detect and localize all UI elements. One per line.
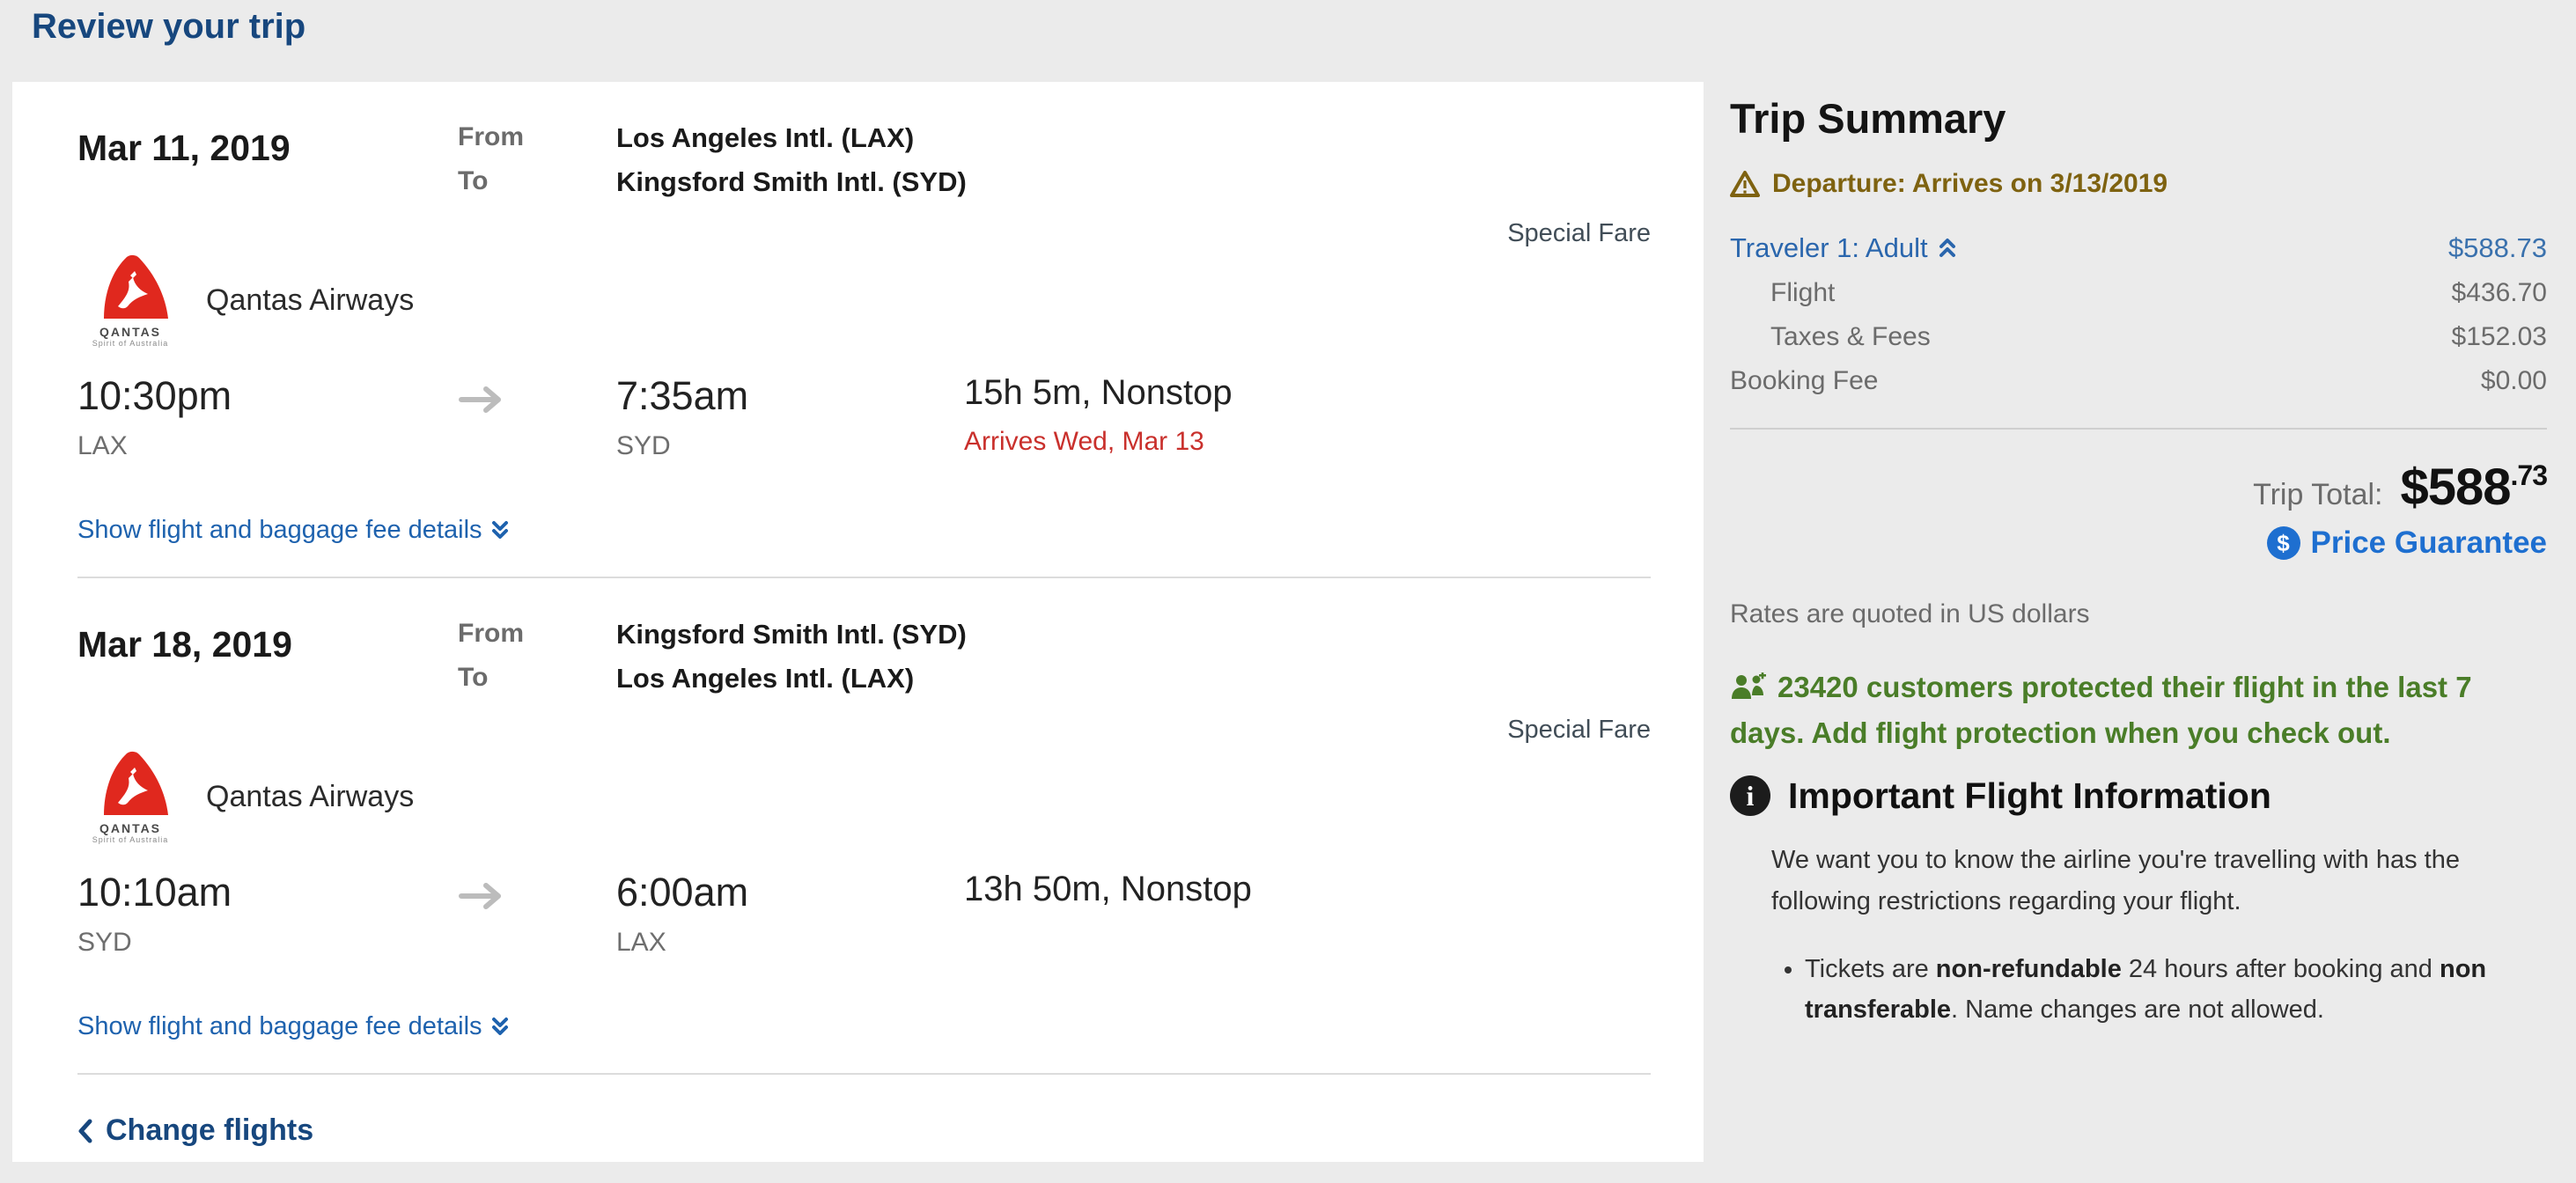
departure-time: 10:30pm — [77, 373, 232, 418]
airline-restrictions-paragraph: We want you to know the airline you're t… — [1771, 845, 2460, 915]
segment-date: Mar 18, 2019 — [77, 624, 292, 665]
flight-duration: 13h 50m, Nonstop — [964, 870, 1252, 908]
to-airport: Kingsford Smith Intl. (SYD) — [616, 166, 967, 197]
qantas-logo-tagline: Spirit of Australia — [92, 834, 169, 844]
change-flights-label: Change flights — [106, 1113, 314, 1147]
trip-summary-panel: Trip Summary Departure: Arrives on 3/13/… — [1704, 82, 2576, 1183]
qantas-logo: QANTAS Spirit of Australia — [77, 254, 183, 348]
flight-protection-text: 23420 customers protected their flight i… — [1730, 671, 2472, 749]
show-flight-details-link[interactable]: Show flight and baggage fee details — [77, 1012, 509, 1041]
flight-duration: 15h 5m, Nonstop — [964, 373, 1233, 412]
restriction-item: Tickets are non-refundable 24 hours afte… — [1805, 949, 2547, 1031]
show-flight-details-label: Show flight and baggage fee details — [77, 516, 482, 544]
segment-route: From Kingsford Smith Intl. (SYD) To Los … — [458, 619, 1507, 707]
double-chevron-up-icon — [1939, 239, 1955, 257]
booking-fee-label: Booking Fee — [1730, 366, 1879, 395]
rates-note: Rates are quoted in US dollars — [1730, 599, 2090, 628]
trip-total-cents: .73 — [2510, 459, 2548, 491]
segment-route: From Los Angeles Intl. (LAX) To Kingsfor… — [458, 122, 1507, 210]
departure-block: 10:10am SYD — [77, 870, 458, 958]
flight-fee-label: Flight — [1770, 278, 1836, 307]
qantas-logo: QANTAS Spirit of Australia — [77, 750, 183, 844]
departure-airport-code: SYD — [77, 928, 132, 957]
flight-segment-outbound: Mar 11, 2019 From Los Angeles Intl. (LAX… — [77, 82, 1651, 545]
qantas-tail-icon — [104, 751, 168, 815]
flight-direction-arrow-icon — [458, 870, 616, 958]
qantas-tail-icon — [104, 254, 168, 319]
flight-card: Mar 11, 2019 From Los Angeles Intl. (LAX… — [12, 82, 1704, 1162]
arrival-block: 7:35am SYD — [616, 373, 964, 461]
important-flight-info-title: Important Flight Information — [1788, 775, 2271, 816]
airline-name: Qantas Airways — [206, 779, 415, 813]
airline-name: Qantas Airways — [206, 283, 415, 317]
show-flight-details-link[interactable]: Show flight and baggage fee details — [77, 516, 509, 545]
fare-type-label: Special Fare — [1507, 219, 1651, 247]
booking-fee-value: $0.00 — [2480, 366, 2547, 395]
qantas-logo-word: QANTAS — [99, 820, 162, 835]
arrival-airport-code: LAX — [616, 928, 666, 957]
flight-protection-message: 23420 customers protected their flight i… — [1730, 665, 2547, 756]
summary-divider — [1730, 428, 2547, 430]
trip-summary-title: Trip Summary — [1730, 95, 2006, 142]
flight-fee-value: $436.70 — [2451, 278, 2547, 307]
from-airport: Kingsford Smith Intl. (SYD) — [616, 619, 967, 650]
from-label: From — [458, 619, 524, 648]
traveler-row: Traveler 1: Adult $588.73 — [1730, 232, 2547, 264]
traveler-price: $588.73 — [2447, 232, 2547, 263]
info-icon: i — [1730, 775, 1770, 817]
traveler-label: Traveler 1: Adult — [1730, 232, 1928, 263]
important-flight-info-heading: i Important Flight Information — [1730, 775, 2547, 817]
segment-date: Mar 11, 2019 — [77, 128, 291, 168]
arrival-time: 7:35am — [616, 373, 749, 418]
show-flight-details-label: Show flight and baggage fee details — [77, 1012, 482, 1040]
flight-fee-row: Flight $436.70 — [1730, 278, 2547, 308]
from-airport: Los Angeles Intl. (LAX) — [616, 122, 915, 153]
change-flights-link[interactable]: Change flights — [77, 1113, 313, 1148]
arrival-time: 6:00am — [616, 870, 749, 915]
traveler-toggle[interactable]: Traveler 1: Adult — [1730, 232, 1956, 264]
duration-block: 15h 5m, Nonstop Arrives Wed, Mar 13 — [964, 373, 1651, 461]
chevron-left-icon — [78, 1119, 92, 1143]
to-airport: Los Angeles Intl. (LAX) — [616, 663, 915, 694]
double-chevron-down-icon — [491, 1017, 508, 1035]
price-guarantee-label: Price Guarantee — [2310, 525, 2547, 560]
to-label: To — [458, 663, 489, 692]
trip-total-amount: $588.73 — [2400, 459, 2548, 516]
fare-type-label: Special Fare — [1507, 716, 1651, 744]
qantas-logo-word: QANTAS — [99, 324, 162, 339]
arrival-date-warning: Arrives Wed, Mar 13 — [964, 427, 1204, 456]
trip-total-label: Trip Total: — [2253, 478, 2383, 511]
double-chevron-down-icon — [491, 520, 508, 539]
footer-divider — [77, 1073, 1651, 1075]
to-label: To — [458, 166, 489, 195]
departure-warning-text: Departure: Arrives on 3/13/2019 — [1772, 169, 2168, 198]
segment-divider — [77, 577, 1651, 578]
flight-direction-arrow-icon — [458, 373, 616, 461]
booking-fee-row: Booking Fee $0.00 — [1730, 366, 2547, 396]
customers-icon — [1732, 672, 1766, 699]
taxes-fee-value: $152.03 — [2451, 322, 2547, 351]
departure-warning: Departure: Arrives on 3/13/2019 — [1730, 169, 2547, 199]
departure-airport-code: LAX — [77, 431, 128, 460]
duration-block: 13h 50m, Nonstop — [964, 870, 1651, 958]
page-title: Review your trip — [32, 7, 306, 46]
taxes-fee-label: Taxes & Fees — [1770, 322, 1931, 351]
arrival-block: 6:00am LAX — [616, 870, 964, 958]
price-guarantee-link[interactable]: $ Price Guarantee — [2266, 525, 2547, 561]
departure-block: 10:30pm LAX — [77, 373, 458, 461]
price-guarantee-dollar-icon: $ — [2266, 526, 2300, 560]
arrival-airport-code: SYD — [616, 431, 671, 460]
trip-total-row: Trip Total: $588.73 — [1730, 458, 2548, 517]
arrival-date-warning — [964, 923, 1651, 955]
taxes-fee-row: Taxes & Fees $152.03 — [1730, 322, 2547, 352]
restrictions-list: Tickets are non-refundable 24 hours afte… — [1771, 949, 2547, 1031]
qantas-logo-tagline: Spirit of Australia — [92, 338, 169, 348]
warning-triangle-icon — [1730, 171, 1760, 197]
departure-time: 10:10am — [77, 870, 232, 915]
flight-segment-return: Mar 18, 2019 From Kingsford Smith Intl. … — [77, 578, 1651, 1041]
from-label: From — [458, 122, 524, 151]
